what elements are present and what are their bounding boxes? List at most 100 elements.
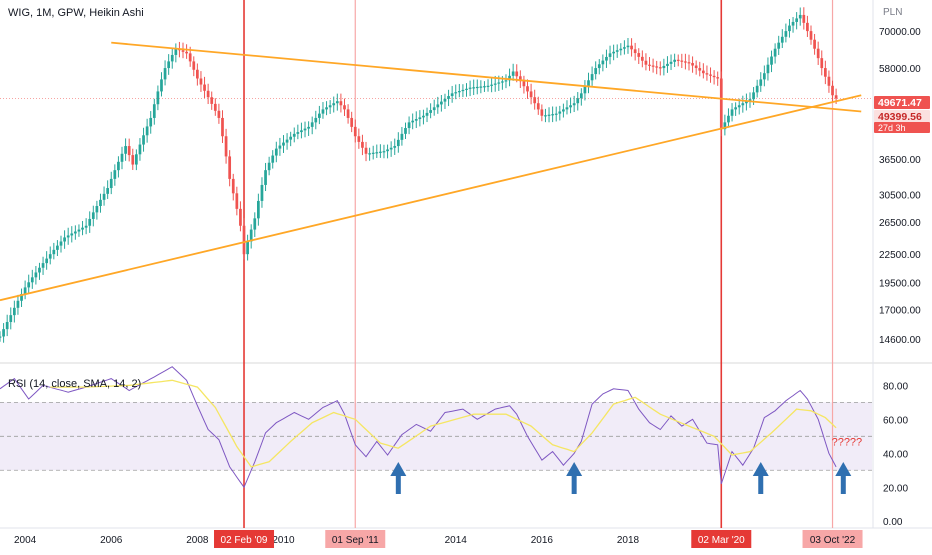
- candle-body: [63, 237, 66, 242]
- candle-body: [827, 76, 831, 86]
- candle-body: [131, 155, 135, 165]
- x-tick-label: 2008: [186, 535, 209, 546]
- candle-body: [407, 122, 411, 129]
- candle-body: [343, 105, 346, 110]
- candle-body: [429, 110, 432, 113]
- candle-body: [454, 92, 458, 94]
- candle-body: [608, 53, 612, 57]
- price-tag: 27d 3h: [874, 122, 930, 133]
- candle-body: [518, 76, 522, 82]
- candle-body: [109, 178, 113, 189]
- candle-body: [27, 282, 31, 288]
- candle-body: [364, 147, 368, 154]
- candle-body: [784, 31, 788, 37]
- candle-body: [579, 93, 583, 99]
- candle-body: [701, 70, 705, 74]
- candle-body: [16, 300, 20, 308]
- candle-body: [576, 98, 580, 104]
- candle-body: [282, 142, 285, 146]
- candle-body: [361, 141, 364, 148]
- candle-body: [601, 60, 605, 65]
- candle-body: [160, 79, 163, 92]
- candle-body: [77, 229, 81, 232]
- candle-body: [436, 104, 440, 108]
- candle-body: [691, 63, 694, 66]
- candle-body: [368, 153, 371, 155]
- candle-body: [475, 86, 479, 89]
- candle-body: [246, 241, 249, 255]
- candle-body: [185, 51, 188, 54]
- candle-body: [156, 91, 160, 105]
- rsi-ma-line: [50, 379, 837, 468]
- rsi-y-tick-label: 0.00: [883, 517, 903, 528]
- y-tick-label: 36500.00: [879, 155, 921, 166]
- x-tick-label: 2014: [445, 535, 468, 546]
- candle-body: [45, 258, 49, 264]
- chart-title: WIG, 1M, GPW, Heikin Ashi: [8, 7, 144, 19]
- candle-body: [648, 64, 651, 66]
- candle-body: [81, 227, 84, 230]
- candle-body: [274, 148, 278, 156]
- candle-body: [163, 68, 167, 80]
- y-tick-label: 19500.00: [879, 278, 921, 289]
- candle-body: [798, 14, 802, 19]
- candle-body: [296, 132, 300, 134]
- y-tick-label: 14600.00: [879, 335, 921, 346]
- candle-body: [637, 53, 641, 57]
- candle-body: [619, 48, 623, 51]
- candle-body: [554, 113, 558, 115]
- candle-body: [461, 89, 465, 92]
- candle-body: [332, 103, 336, 106]
- candle-body: [9, 315, 13, 323]
- candle-body: [508, 75, 511, 81]
- rsi-annotation: ?????: [832, 436, 863, 448]
- candle-body: [318, 113, 321, 118]
- y-tick-label: 70000.00: [879, 27, 921, 38]
- candle-body: [795, 18, 799, 22]
- candle-body: [816, 48, 820, 59]
- rsi-line: [0, 366, 837, 489]
- candle-body: [106, 188, 110, 194]
- arrow-shaft: [395, 474, 401, 494]
- candle-body: [687, 62, 691, 64]
- candle-body: [73, 231, 77, 234]
- x-tick-label: 2018: [617, 535, 640, 546]
- candle-body: [242, 225, 246, 255]
- candle-body: [145, 126, 149, 136]
- event-badge-label: 01 Sep '11: [332, 535, 379, 546]
- candle-body: [231, 178, 235, 194]
- candle-body: [694, 65, 698, 69]
- candle-body: [562, 109, 565, 112]
- candle-body: [590, 74, 594, 81]
- candle-body: [748, 99, 752, 102]
- candle-body: [547, 114, 551, 116]
- candle-body: [544, 115, 547, 117]
- candle-body: [418, 117, 422, 120]
- candle-body: [102, 193, 106, 200]
- event-date-badge: 02 Feb '09: [214, 530, 275, 548]
- candle-body: [770, 56, 773, 65]
- candle-body: [335, 101, 339, 104]
- candle-body: [791, 21, 795, 26]
- candle-body: [809, 31, 813, 40]
- candle-body: [84, 225, 88, 228]
- candle-body: [235, 193, 239, 209]
- candle-body: [551, 114, 554, 116]
- candle-body: [393, 146, 397, 148]
- candle-body: [210, 97, 214, 104]
- candle-body: [565, 107, 569, 110]
- candle-body: [511, 71, 515, 76]
- candle-body: [267, 162, 271, 171]
- candle-body: [583, 86, 587, 94]
- candle-body: [831, 85, 834, 96]
- candle-body: [70, 233, 74, 236]
- event-badge-label: 02 Mar '20: [698, 535, 745, 546]
- candle-body: [633, 49, 637, 54]
- candle-body: [350, 117, 354, 127]
- candle-body: [497, 82, 501, 84]
- candle-body: [188, 53, 192, 62]
- trendline: [111, 41, 862, 113]
- candle-body: [651, 65, 655, 67]
- candle-body: [66, 235, 70, 238]
